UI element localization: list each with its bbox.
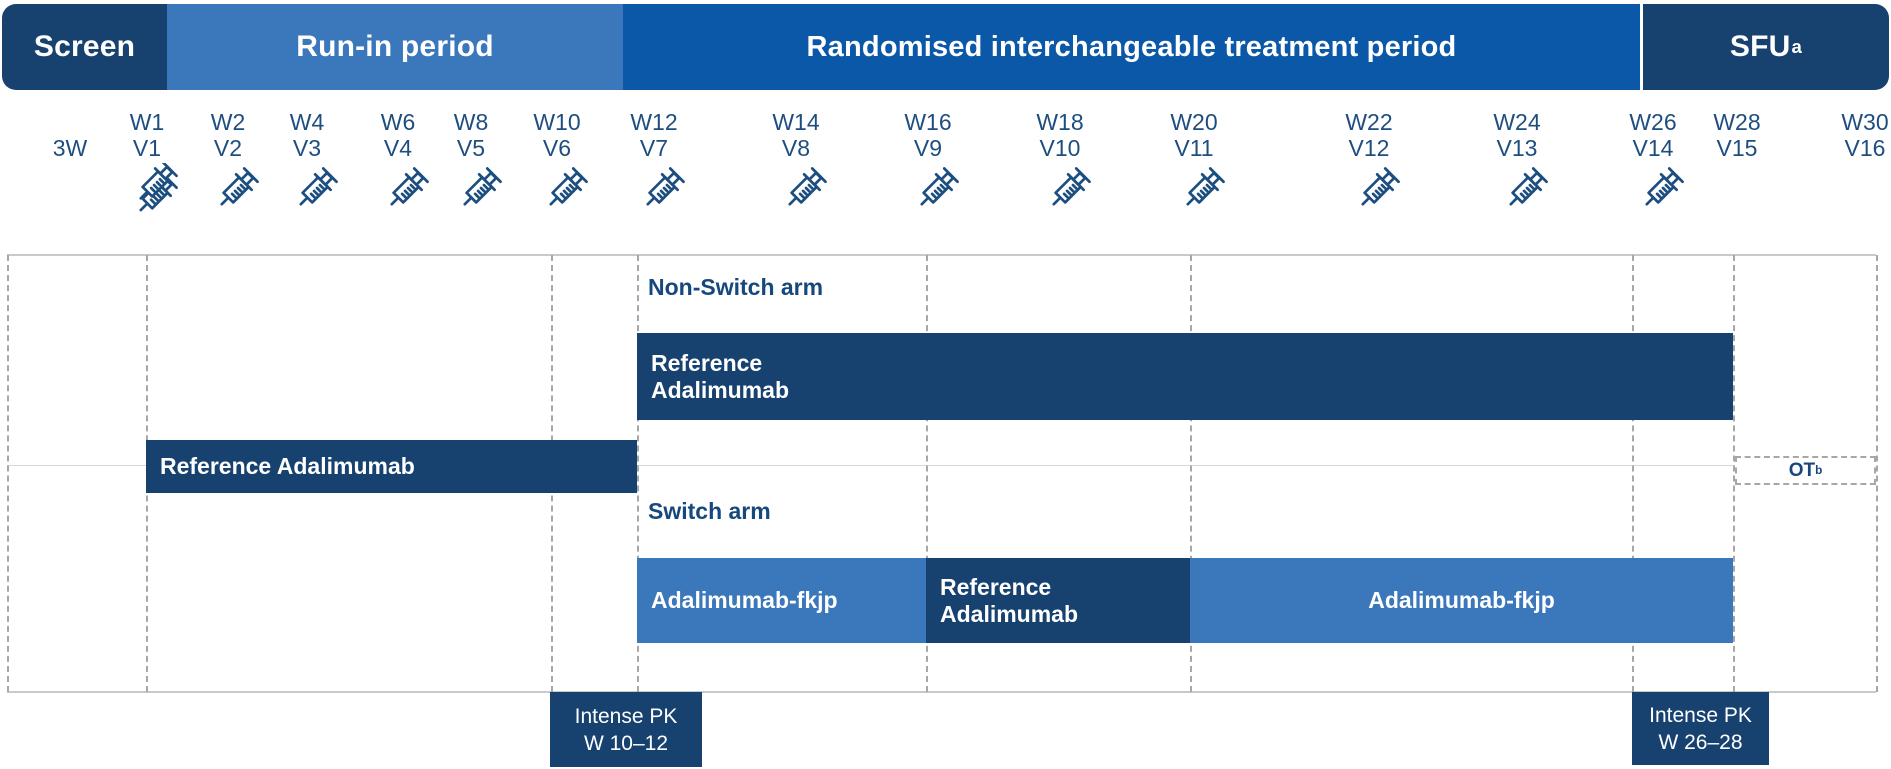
bar-text-line: Reference xyxy=(940,573,1052,600)
syringe-icon-w24 xyxy=(1502,163,1552,218)
pk-text-line: W 26–28 xyxy=(1658,730,1743,754)
week-label-w12: W12 V7 xyxy=(630,109,678,161)
bar-text-line: Reference Adalimumab xyxy=(160,453,415,479)
dashed-gridline xyxy=(1876,255,1878,692)
intense-pk-w26-28-box: Intense PK W 26–28 xyxy=(1632,692,1769,765)
syringe-icon-w1 xyxy=(132,161,182,218)
pk-text-line: Intense PK xyxy=(574,704,678,728)
syringe-icon-w10 xyxy=(542,163,592,218)
dashed-gridline xyxy=(637,255,639,692)
non-switch-reference-adalimumab-bar: Reference Adalimumab xyxy=(637,333,1733,420)
syringe-icon-w6 xyxy=(383,163,433,218)
non-switch-arm-label: Non-Switch arm xyxy=(648,274,824,300)
week-label-w1: W1 V1 xyxy=(129,109,165,161)
week-label-w18: W18 V10 xyxy=(1036,109,1084,161)
row-divider-line xyxy=(7,465,1876,466)
week-label-w16: W16 V9 xyxy=(904,109,952,161)
syringe-icon-w2 xyxy=(213,163,263,218)
syringe-icon-w20 xyxy=(1179,163,1229,218)
intense-pk-w10-12-box: Intense PK W 10–12 xyxy=(550,692,702,767)
week-label-w6: W6 V4 xyxy=(380,109,416,161)
run-in-reference-adalimumab-bar: Reference Adalimumab xyxy=(146,440,637,493)
week-label-w28: W28 V15 xyxy=(1713,109,1761,161)
syringe-icon-w16 xyxy=(913,163,963,218)
pk-text-line: W 10–12 xyxy=(583,731,669,755)
period-sfu-label: SFU xyxy=(1729,30,1791,63)
syringe-icon-w26 xyxy=(1638,163,1688,218)
grid-bottom-border xyxy=(7,691,1876,693)
week-label-w24: W24 V13 xyxy=(1493,109,1541,161)
switch-arm-label: Switch arm xyxy=(648,498,771,524)
period-randomised: Randomised interchangeable treatment per… xyxy=(623,4,1640,90)
switch-reference-adalimumab-bar: Reference Adalimumab xyxy=(926,558,1190,643)
week-label-w20: W20 V11 xyxy=(1170,109,1218,161)
bar-text-line: Adalimumab-fkjp xyxy=(651,587,838,613)
week-label-w8: W8 V5 xyxy=(453,109,489,161)
period-run-in: Run-in period xyxy=(167,4,623,90)
week-label-w14: W14 V8 xyxy=(772,109,820,161)
bar-text-line: Adalimumab xyxy=(940,600,1079,627)
bar-text-line: Reference xyxy=(651,349,763,376)
open-label-treatment-box: OT b xyxy=(1735,456,1876,485)
period-run-in-label: Run-in period xyxy=(296,30,494,63)
dashed-gridline xyxy=(7,255,9,692)
dashed-gridline xyxy=(1190,255,1192,692)
syringe-icon-w4 xyxy=(292,163,342,218)
syringe-icon-w18 xyxy=(1045,163,1095,218)
dashed-gridline xyxy=(1632,255,1634,692)
period-sfu: SFU a xyxy=(1643,4,1889,90)
bar-text-line: Adalimumab xyxy=(651,376,790,403)
dashed-gridline xyxy=(1733,255,1735,692)
week-label-w30: W30 V16 xyxy=(1841,109,1889,161)
week-label-w26: W26 V14 xyxy=(1629,109,1677,161)
dashed-gridline xyxy=(926,255,928,692)
pk-text-line: Intense PK xyxy=(1649,703,1752,727)
syringe-icon-w8 xyxy=(456,163,506,218)
switch-adalimumab-fkjp-bar-2: Adalimumab-fkjp xyxy=(1190,558,1733,643)
period-randomised-label: Randomised interchangeable treatment per… xyxy=(806,30,1457,63)
week-label-w2: W2 V2 xyxy=(210,109,246,161)
ot-label: OT xyxy=(1788,459,1816,481)
switch-adalimumab-fkjp-bar-1: Adalimumab-fkjp xyxy=(637,558,926,643)
week-label-w4: W4 V3 xyxy=(289,109,325,161)
period-screen-label: Screen xyxy=(33,30,136,63)
period-screen: Screen xyxy=(2,4,167,90)
syringe-icon-w14 xyxy=(781,163,831,218)
week-label-3w: 3W xyxy=(52,135,88,161)
bar-text-line: Adalimumab-fkjp xyxy=(1368,587,1555,613)
week-label-w10: W10 V6 xyxy=(533,109,581,161)
week-label-w22: W22 V12 xyxy=(1345,109,1393,161)
grid-top-border xyxy=(7,254,1876,256)
syringe-icon-w12 xyxy=(639,163,689,218)
syringe-icon-w22 xyxy=(1354,163,1404,218)
